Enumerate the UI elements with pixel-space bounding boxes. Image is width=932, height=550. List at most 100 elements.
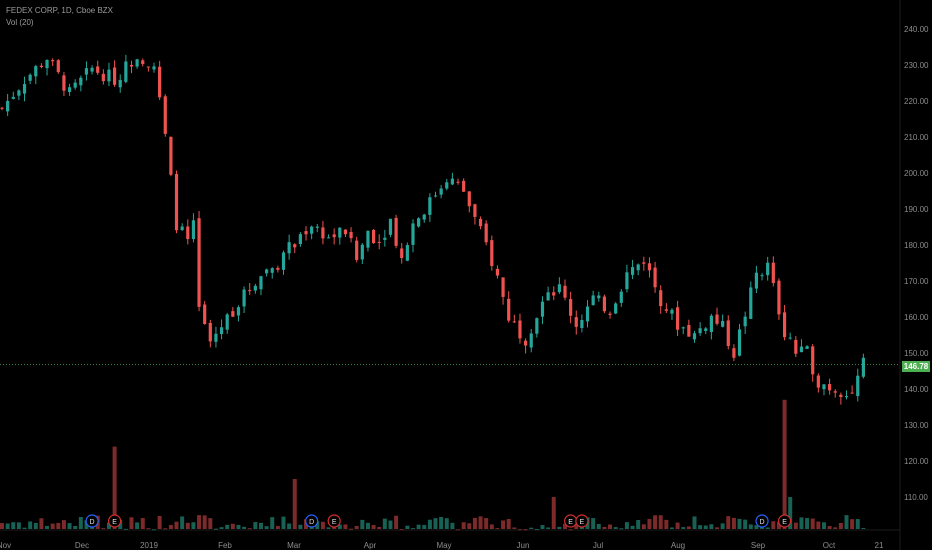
volume-bar [320, 521, 325, 529]
candle-body [219, 327, 224, 335]
x-tick-label: 2019 [140, 541, 158, 550]
candle-body [191, 220, 196, 240]
candle-body [828, 384, 832, 391]
candle-body [158, 66, 162, 98]
candle-body [749, 287, 753, 319]
candle-body [760, 275, 764, 277]
volume-bar [461, 522, 466, 529]
volume-bar [844, 515, 849, 529]
candle-body [259, 276, 263, 290]
candle-body [698, 328, 702, 334]
candle-body [732, 348, 736, 358]
candle-body [135, 59, 139, 67]
candle-body [180, 226, 184, 230]
volume-bar [557, 526, 562, 529]
dividend-marker [755, 514, 769, 528]
volume-bar [56, 522, 61, 529]
volume-bar [686, 526, 691, 529]
candle-body [512, 321, 516, 323]
event-marker-label: D [760, 519, 765, 526]
candle-body [478, 218, 483, 227]
volume-bar [827, 526, 832, 529]
volume-bar [287, 523, 292, 529]
candle-body [203, 304, 207, 325]
candle-body [73, 82, 77, 88]
candle-body [467, 191, 471, 207]
volume-bar [225, 524, 230, 529]
candle-body [495, 268, 500, 276]
volume-bar [197, 515, 202, 529]
volume-bar [45, 525, 50, 529]
candle-body [709, 315, 713, 332]
volume-bar [715, 527, 720, 529]
volume-bar [602, 527, 607, 529]
volume-bar [534, 528, 539, 530]
candle-body [811, 346, 815, 375]
candle-body [141, 60, 145, 65]
volume-bar [472, 517, 477, 529]
volume-bar [219, 527, 224, 529]
candle-body [6, 100, 10, 112]
candle-body [45, 59, 49, 69]
candle-body [546, 292, 550, 301]
volume-bar [292, 479, 297, 529]
event-marker-label: E [782, 519, 787, 526]
candle-body [315, 226, 319, 228]
candle-body [433, 195, 438, 197]
candle-body [152, 66, 156, 70]
candle-body [236, 307, 241, 316]
candle-body [169, 136, 173, 175]
x-tick-label: Nov [0, 541, 11, 550]
candle-body [529, 333, 533, 348]
candle-body [248, 290, 252, 292]
volume-bar [28, 521, 33, 529]
y-tick-label: 150.00 [904, 349, 929, 358]
candle-body [580, 319, 584, 328]
candle-body [856, 375, 860, 397]
candle-body [371, 229, 376, 244]
volume-bar [647, 519, 652, 529]
candle-body [715, 314, 719, 324]
volume-bar [33, 522, 38, 529]
y-tick-label: 230.00 [904, 61, 929, 70]
candle-body [569, 299, 573, 316]
event-marker-label: D [309, 519, 314, 526]
event-marker-label: D [90, 519, 95, 526]
candle-body [242, 289, 246, 307]
candle-body [518, 320, 522, 339]
candle-body [653, 267, 657, 288]
candle-body [270, 268, 274, 273]
candle-body [197, 218, 201, 307]
candle-body [39, 65, 44, 68]
candle-body [422, 214, 426, 220]
volume-bar [838, 523, 843, 529]
y-tick-label: 140.00 [904, 385, 929, 394]
volume-bar [118, 519, 123, 529]
volume-bar [540, 525, 545, 529]
candle-body [231, 311, 235, 317]
volume-bar [163, 528, 168, 530]
volume-bar [776, 521, 781, 529]
candle-body [310, 226, 314, 234]
candle-body [794, 339, 798, 354]
volume-bar [608, 524, 613, 529]
candle-body [400, 248, 404, 259]
candle-body [614, 303, 618, 314]
candle-body [608, 313, 612, 315]
candle-body [777, 280, 781, 315]
candle-body [253, 285, 257, 291]
candle-body [276, 267, 280, 270]
candle-body [692, 333, 697, 340]
volume-bar [765, 527, 770, 529]
volume-bar [698, 525, 703, 529]
candle-body [22, 84, 27, 94]
candle-body [659, 290, 663, 307]
x-tick-label: Sep [751, 541, 766, 550]
volume-bar [360, 519, 365, 529]
volume-bar [501, 520, 506, 529]
candle-body [850, 392, 854, 394]
candle-body [630, 267, 635, 275]
candle-body [304, 231, 308, 235]
volume-bar [551, 497, 556, 529]
